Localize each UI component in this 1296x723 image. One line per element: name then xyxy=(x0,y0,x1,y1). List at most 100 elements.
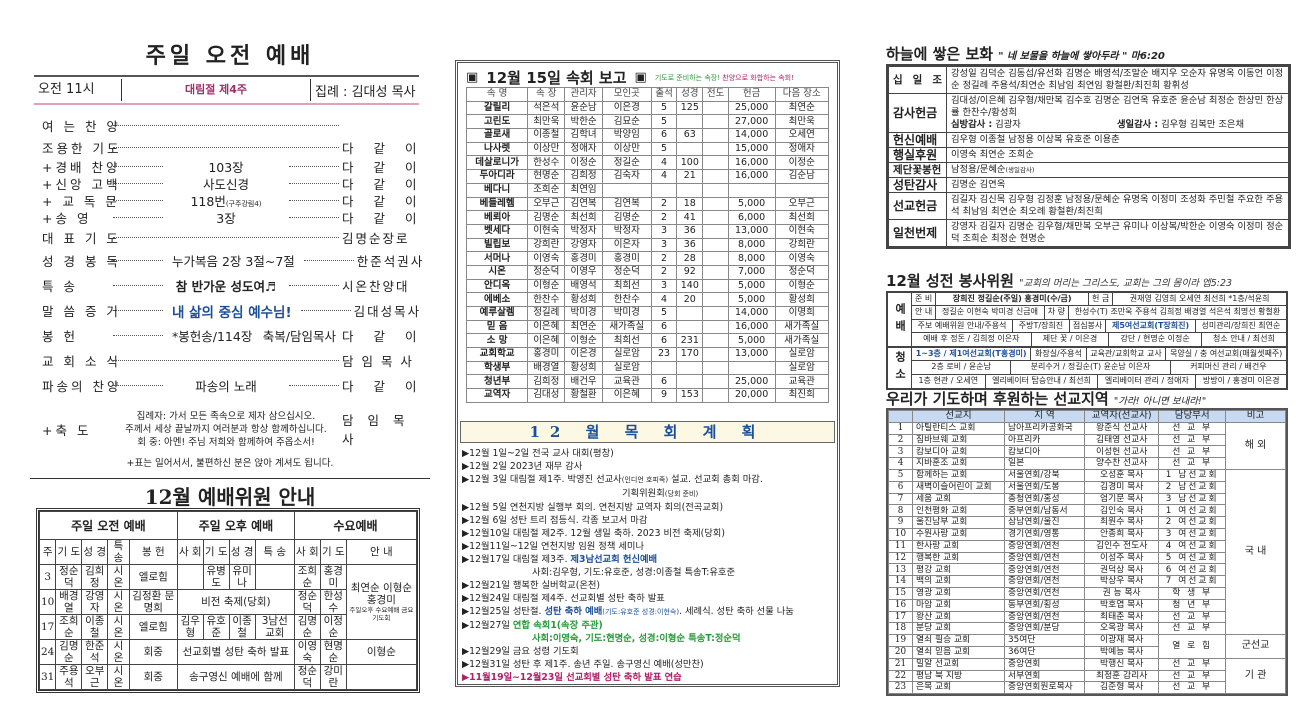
plan-item: ▶12월25일 성탄절. 성탄 축하 예배(기도:유호준 성경:이현숙). 세례… xyxy=(462,605,834,619)
column-header: 성 경 xyxy=(228,539,256,565)
mission-region: 중앙연회/연천 xyxy=(1004,586,1085,600)
visit-thanks: 심방감사 : 김광자 xyxy=(951,119,1021,131)
cell-value: 이명희 xyxy=(774,306,830,321)
cell-name: 에베소 xyxy=(465,292,529,307)
cell-value: 41 xyxy=(676,210,704,225)
mission-department: 청 년 부 xyxy=(1158,598,1226,612)
cell-value: 박정자 xyxy=(601,223,652,239)
cell-name: 안디옥 xyxy=(465,278,529,294)
order-item: 조용한 기도 다 같 이 xyxy=(42,136,425,158)
mission-region: 36여단 xyxy=(1004,645,1085,659)
mission-region: 캄보디아 xyxy=(1004,445,1085,459)
order-item: +송 영 3장 다 같 이 xyxy=(42,209,416,226)
cell-value xyxy=(601,182,652,198)
guide-cell: 이형순 xyxy=(345,639,418,665)
order-detail-text: 103장 xyxy=(208,160,244,175)
cell-row: 베뢰아 김명순 최선희 김명순 2 41 6,000 최선희 xyxy=(465,210,830,225)
offering-row: 성탄감사 김명순 김연옥 xyxy=(888,177,1289,193)
volunteer-cell: 준 비 xyxy=(912,293,937,306)
cell-value: 2 xyxy=(650,210,678,225)
cell-value: 4 xyxy=(650,292,678,307)
plan-text: 기획위원회 xyxy=(622,488,665,499)
volunteer-rows: 1~3층 / 제1여선교회(T홍경미) 화장실/주용석 교육관/교회학교 교사 목양실… xyxy=(912,348,1286,389)
order-detail: 파송의 노래 xyxy=(166,376,286,395)
mission-region: 남아프리카공화국 xyxy=(1004,421,1085,435)
volunteer-cell: 예배 후 정돈 / 김희정 이은자 xyxy=(912,332,1032,347)
group-header: 주일 오후 예배 xyxy=(176,511,295,540)
cell-value xyxy=(676,114,704,130)
cell-row: 청년부 김희정 배건우 교육관 6 25,000 교육관 xyxy=(465,374,830,390)
cell-row: 안디옥 이형순 배영석 최희선 3 140 5,000 이형순 xyxy=(465,278,830,294)
cell-value xyxy=(702,223,729,239)
volunteer-cell: 주보 예배위원 안내/주용석 xyxy=(912,319,1014,332)
offering-names: 김우형 이종철 남정용 이상복 유호준 이용춘 xyxy=(946,132,1289,148)
offering-names-text: 이영숙 최연순 조희순 xyxy=(951,149,1034,160)
order-officiant: 다 같 이 xyxy=(342,140,425,156)
mission-number: 1 xyxy=(888,421,913,435)
cell-value: 황성희 xyxy=(774,292,830,307)
wednesday-cell: 조희순 xyxy=(293,564,321,590)
cell-name: 시온 xyxy=(465,264,529,280)
mission-church: 한사랑 교회 xyxy=(911,539,1006,553)
cell-value: 이은혜 xyxy=(527,333,566,349)
cell-value xyxy=(702,360,729,376)
column-header: 선교지 xyxy=(911,410,1006,423)
plan-text: 성탄 축하 예배 xyxy=(544,606,603,617)
order-label: + 교 독 문 xyxy=(42,194,120,209)
column-header: 특 송 xyxy=(107,539,130,565)
mission-pastor: 박예능 목사 xyxy=(1083,645,1160,659)
morning-cell: 시온 xyxy=(107,589,130,615)
cell-value xyxy=(702,128,729,143)
plan-subline: 기획위원회(당회 준비) xyxy=(462,487,834,501)
volunteer-cell: 청소 안내 / 최선희 xyxy=(1213,333,1275,343)
volunteer-cell: 제단 꽃 / 이은경 xyxy=(1032,332,1110,347)
service-header: 오전 11시 대림절 제4주 집례 : 김대성 목사 xyxy=(34,75,419,105)
cell-value: 황성희 xyxy=(564,292,603,307)
cell-value xyxy=(650,360,678,376)
order-officiant: 한준석권사 xyxy=(356,254,425,269)
cell-value: 28 xyxy=(676,251,704,266)
cell-value xyxy=(702,264,729,280)
cell-value: 오부근 xyxy=(527,196,566,212)
afternoon-cell: 3남선 교회 xyxy=(254,614,295,640)
mission-region: 일본 xyxy=(1004,457,1085,470)
cell-value: 현명순 xyxy=(527,169,566,184)
volunteer-cell: 성미관리/장희진 최연순 xyxy=(1201,320,1281,330)
dotted-leader xyxy=(113,335,163,336)
column-header: 지 역 xyxy=(1004,410,1085,423)
mission-church: 아틸란티스 교회 xyxy=(911,421,1006,435)
group-header: 주일 오전 예배 xyxy=(39,511,178,540)
mission-pastor: 오옥광 목사 xyxy=(1083,622,1160,636)
cell-row: 서머나 이영숙 홍경미 홍경미 2 28 8,000 이영숙 xyxy=(465,251,830,266)
cell-value xyxy=(702,374,729,390)
cell-row: 학생부 배경열 황성희 실로암 실로암 xyxy=(465,360,830,376)
column-header: 모인곳 xyxy=(601,87,652,102)
cell-value: 김연복 xyxy=(564,196,603,212)
order-label: 말 씀 증 거 xyxy=(42,304,121,319)
offering-names: 남정용/문혜순(생일감사) xyxy=(946,162,1289,178)
mission-region: 서부연회 xyxy=(1004,669,1085,683)
mission-region: 중앙연회/분당 xyxy=(1004,622,1085,636)
cell-value: 윤순남 xyxy=(564,100,603,116)
cell-name: 교역자 xyxy=(465,388,529,403)
plan-subline: 사회:김우형, 기도:유호준, 성경:이종철 특송T:유호준 xyxy=(462,566,834,579)
mission-number: 21 xyxy=(888,657,913,671)
dotted-leader xyxy=(113,260,163,261)
order-detail: 내 삶의 중심 예수님! xyxy=(166,301,298,321)
mission-region: 중부연회/남동서 xyxy=(1004,504,1085,518)
cell-value: 13,000 xyxy=(727,347,776,362)
wednesday-cell: 정순덕 xyxy=(293,589,321,615)
cell-value xyxy=(650,182,678,198)
column-header: 사 회 xyxy=(293,539,321,565)
offering-names-text: 김명순 김연옥 xyxy=(951,179,1006,190)
mission-number: 9 xyxy=(888,516,913,529)
cell-value: 3 xyxy=(650,223,678,239)
afternoon-cell xyxy=(254,564,295,590)
mission-number: 8 xyxy=(888,504,913,518)
mission-church: 밀알 선교회 xyxy=(911,657,1006,671)
cell-value xyxy=(702,319,729,335)
order-officiant: 담 임 목 사 xyxy=(342,354,414,369)
dotted-leader xyxy=(113,124,339,126)
mission-church: 평남 북 지방 xyxy=(911,669,1006,683)
pastoral-plan-title: 12 월 목 회 계 획 xyxy=(460,421,835,443)
